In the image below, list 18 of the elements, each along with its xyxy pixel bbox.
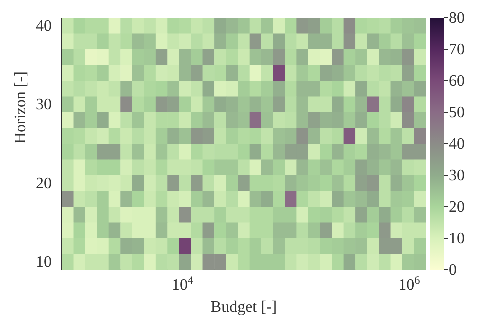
x-axis-title: Budget [-] (210, 299, 278, 316)
color-bar-label: 80 (449, 10, 465, 27)
y-tick-label: 10 (36, 254, 52, 272)
color-bar-label: 70 (449, 42, 465, 58)
color-bar-label: 60 (449, 73, 465, 90)
colorbar: 0 10 20 30 40 50 60 70 80 (428, 8, 480, 318)
x-tick-label: 10$^{4}$ (172, 275, 194, 294)
color-bar-label: 10 (449, 230, 465, 248)
color-bar-label: 40 (449, 136, 465, 153)
y-tick-label: 30 (36, 96, 52, 114)
y-axis-title: Horizon [-] (12, 72, 30, 144)
color-bar-label: 20 (449, 199, 465, 216)
x-tick-label: 10$^{6}$ (398, 275, 421, 294)
color-bar-label: 30 (449, 168, 465, 184)
color-bar-label: 0 (449, 262, 457, 279)
y-tick-label: 20 (36, 175, 52, 192)
y-tick-label: 40 (36, 18, 52, 35)
color-bar-label: 50 (449, 104, 465, 122)
